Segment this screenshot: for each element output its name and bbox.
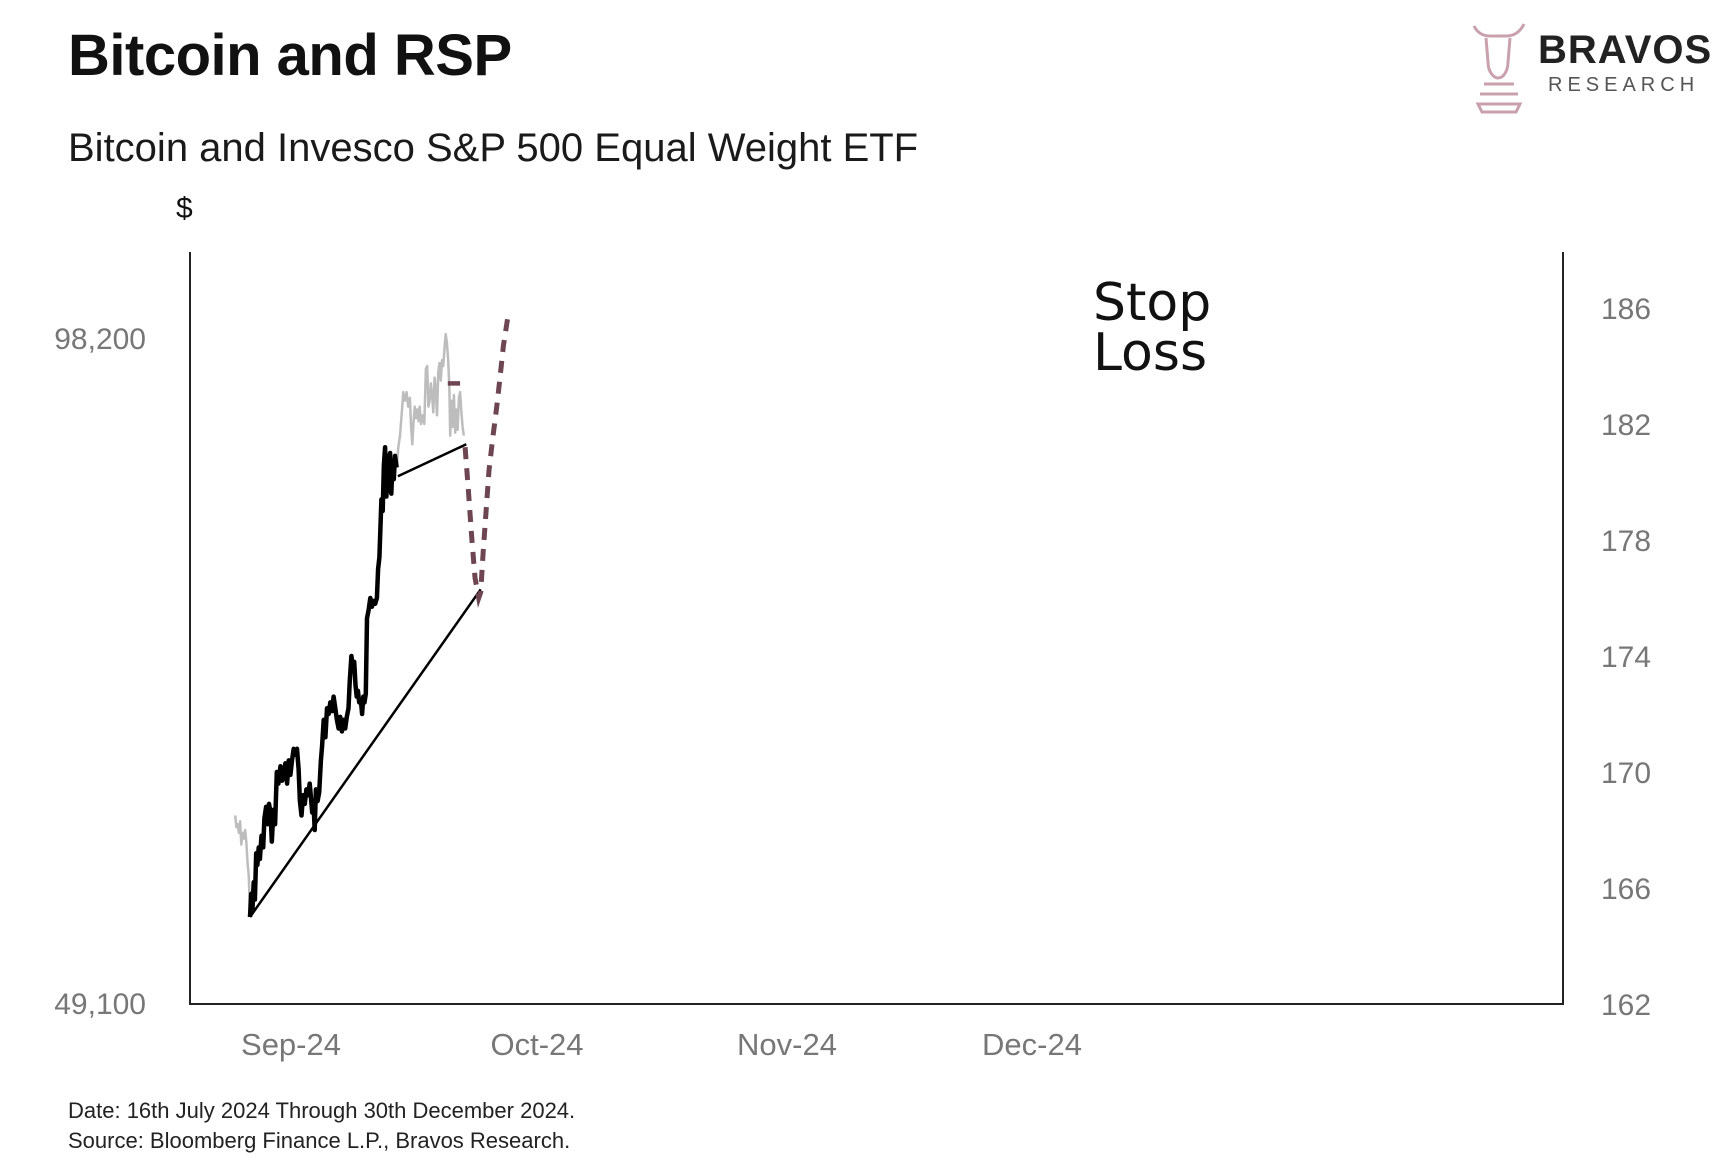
right-tick-label: 182: [1601, 409, 1651, 442]
knight-base-icon: [1475, 82, 1523, 114]
chart-title: Bitcoin and RSP: [68, 23, 512, 88]
series-trend: [248, 588, 482, 918]
x-tick-label: Sep-24: [241, 1027, 341, 1062]
left-axis-unit-label: $: [176, 192, 193, 225]
annotation-loss: Loss: [1093, 323, 1207, 383]
series-solid-gray: [395, 332, 466, 468]
x-tick-label: Dec-24: [982, 1027, 1082, 1062]
bravos-logo-icon: [1472, 23, 1526, 114]
logo-subtitle: RESEARCH: [1548, 74, 1700, 96]
axes: [189, 252, 1564, 1005]
right-tick-label: 166: [1601, 873, 1651, 906]
left-tick-label: 49,100: [54, 988, 146, 1021]
series-solid-black: [247, 444, 399, 918]
left-tick-label: 98,200: [54, 323, 146, 356]
x-tick-label: Oct-24: [490, 1027, 583, 1062]
x-tick-label: Nov-24: [737, 1027, 837, 1062]
bull-head-icon: [1484, 37, 1512, 80]
series-solid-gray: [233, 815, 252, 918]
right-tick-label: 186: [1601, 293, 1651, 326]
chart-subtitle: Bitcoin and Invesco S&P 500 Equal Weight…: [68, 126, 919, 170]
right-tick-label: 162: [1601, 989, 1651, 1022]
right-tick-label: 178: [1601, 525, 1651, 558]
right-tick-label: 170: [1601, 757, 1651, 790]
right-tick-label: 174: [1601, 641, 1651, 674]
logo-name: BRAVOS: [1538, 28, 1713, 72]
series-dashed: [462, 316, 511, 608]
footer-notes: Date: 16th July 2024 Through 30th Decemb…: [68, 1096, 575, 1156]
bull-horns-icon: [1472, 23, 1526, 38]
date-note: Date: 16th July 2024 Through 30th Decemb…: [68, 1098, 576, 1123]
source-note: Source: Bloomberg Finance L.P., Bravos R…: [68, 1128, 571, 1153]
series-trend: [397, 443, 467, 478]
annotation-stop: Stop: [1093, 273, 1211, 333]
